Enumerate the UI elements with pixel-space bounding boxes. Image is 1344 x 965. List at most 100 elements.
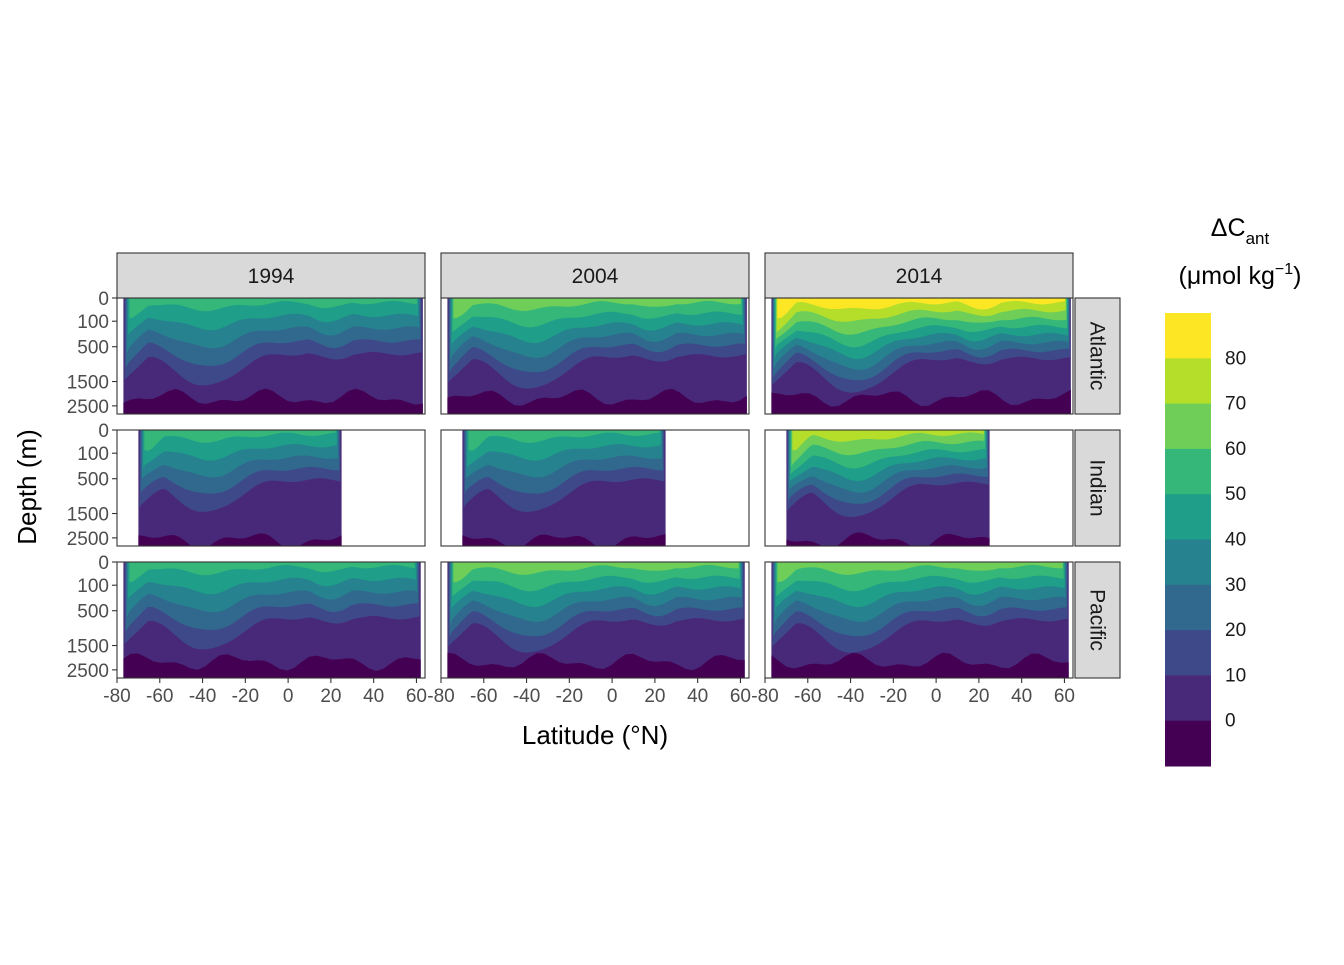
x-tick-label: 0 xyxy=(283,686,294,707)
x-tick-label: 40 xyxy=(1011,686,1032,707)
legend: ΔCant (μmol kg−1) 80 70 60 50 40 30 20 10 0 xyxy=(1165,214,1301,767)
legend-swatch xyxy=(1165,539,1211,586)
panel-field xyxy=(771,298,1071,414)
legend-label: 0 xyxy=(1225,711,1236,732)
y-tick-label: 2500 xyxy=(67,661,109,682)
band-bin-70 xyxy=(792,430,984,451)
panel-field xyxy=(771,562,1069,678)
panel-field xyxy=(123,298,423,414)
row-strip-atlantic: Atlantic xyxy=(1074,297,1121,415)
x-tick-label: 40 xyxy=(363,686,384,707)
x-tick-label: -60 xyxy=(794,686,821,707)
x-tick-label: -20 xyxy=(880,686,907,707)
y-tick-label: 1500 xyxy=(67,505,109,526)
x-axis-title: Latitude (°N) xyxy=(522,720,668,750)
y-tick-label: 0 xyxy=(98,553,109,574)
x-tick-label: 60 xyxy=(406,686,427,707)
panel-border xyxy=(764,561,1074,679)
panel-field xyxy=(138,430,342,546)
legend-swatch xyxy=(1165,584,1211,631)
y-tick-label: 100 xyxy=(77,576,109,597)
panel-field xyxy=(786,430,990,546)
band-bin-80 xyxy=(777,298,1065,320)
legend-label: 70 xyxy=(1225,394,1246,415)
y-tick-label: 0 xyxy=(98,421,109,442)
y-tick-label: 1500 xyxy=(67,637,109,658)
x-tick-label: 20 xyxy=(968,686,989,707)
y-tick-label: 100 xyxy=(77,312,109,333)
y-tick-label: 500 xyxy=(77,602,109,623)
x-tick-label: -60 xyxy=(470,686,497,707)
band-bin-60 xyxy=(453,562,739,584)
band-deep xyxy=(771,652,1069,678)
row-strip-label: Atlantic xyxy=(1086,322,1109,391)
legend-title-line2: (μmol kg−1) xyxy=(1179,261,1302,290)
panel-indian-1994 xyxy=(116,429,426,547)
legend-label: 80 xyxy=(1225,348,1246,369)
x-tick-label: -20 xyxy=(232,686,259,707)
y-tick-label: 500 xyxy=(77,470,109,491)
col-strip-2014: 2014 xyxy=(764,252,1074,299)
y-axis-title: Depth (m) xyxy=(12,429,42,545)
band-bin-60 xyxy=(453,298,741,320)
legend-swatch xyxy=(1165,494,1211,540)
legend-swatch xyxy=(1165,358,1211,405)
legend-label: 30 xyxy=(1225,575,1246,596)
axes-layer: 0100500150025000100500150025000100500150… xyxy=(67,289,1075,707)
band-deep xyxy=(123,653,421,678)
legend-label: 50 xyxy=(1225,484,1246,505)
legend-title-line1: ΔCant xyxy=(1211,214,1270,248)
band-deep xyxy=(462,534,666,546)
panel-field xyxy=(123,562,421,678)
row-strip-label: Pacific xyxy=(1086,589,1109,651)
legend-swatch xyxy=(1165,313,1211,359)
panel-border xyxy=(440,561,750,679)
x-tick-label: -20 xyxy=(556,686,583,707)
band-bin-50 xyxy=(129,562,415,584)
x-tick-label: 20 xyxy=(320,686,341,707)
band-bin-50 xyxy=(144,430,336,451)
row-strip-pacific: Pacific xyxy=(1074,561,1121,679)
legend-swatch xyxy=(1165,448,1211,495)
legend-label: 10 xyxy=(1225,665,1246,686)
panel-atlantic-2004 xyxy=(440,297,750,415)
band-bin-50 xyxy=(468,430,660,451)
y-tick-label: 2500 xyxy=(67,529,109,550)
legend-label: 20 xyxy=(1225,620,1246,641)
panel-field xyxy=(447,562,745,678)
col-strip-label: 2014 xyxy=(896,265,943,288)
x-tick-label: -40 xyxy=(189,686,216,707)
legend-label: 60 xyxy=(1225,439,1246,460)
band-deep xyxy=(447,388,747,414)
panel-border xyxy=(116,561,426,679)
row-strip-label: Indian xyxy=(1086,459,1109,516)
col-strip-label: 2004 xyxy=(572,265,619,288)
y-tick-label: 1500 xyxy=(67,373,109,394)
x-tick-label: 60 xyxy=(1054,686,1075,707)
band-deep xyxy=(786,532,990,546)
panel-atlantic-2014 xyxy=(764,297,1074,415)
band-bin-50 xyxy=(129,298,417,320)
x-tick-label: 60 xyxy=(730,686,751,707)
panel-indian-2014 xyxy=(764,429,1074,547)
strips-layer: Atlantic Indian Pacific 1994 2004 2014 xyxy=(116,252,1121,679)
x-tick-label: 20 xyxy=(644,686,665,707)
panel-pacific-2014 xyxy=(764,561,1074,679)
y-tick-label: 500 xyxy=(77,338,109,359)
y-tick-label: 2500 xyxy=(67,397,109,418)
legend-colorbar: 80 70 60 50 40 30 20 10 0 xyxy=(1165,313,1246,767)
x-tick-label: 40 xyxy=(687,686,708,707)
panel-atlantic-1994 xyxy=(116,297,426,415)
band-deep xyxy=(447,652,745,678)
legend-swatch xyxy=(1165,630,1211,676)
legend-label: 40 xyxy=(1225,530,1246,551)
x-tick-label: -80 xyxy=(427,686,454,707)
panel-indian-2004 xyxy=(440,429,750,547)
band-deep xyxy=(138,533,342,546)
x-tick-label: 0 xyxy=(931,686,942,707)
legend-swatch xyxy=(1165,675,1211,722)
panels-layer xyxy=(116,297,1074,679)
legend-swatch xyxy=(1165,403,1211,450)
